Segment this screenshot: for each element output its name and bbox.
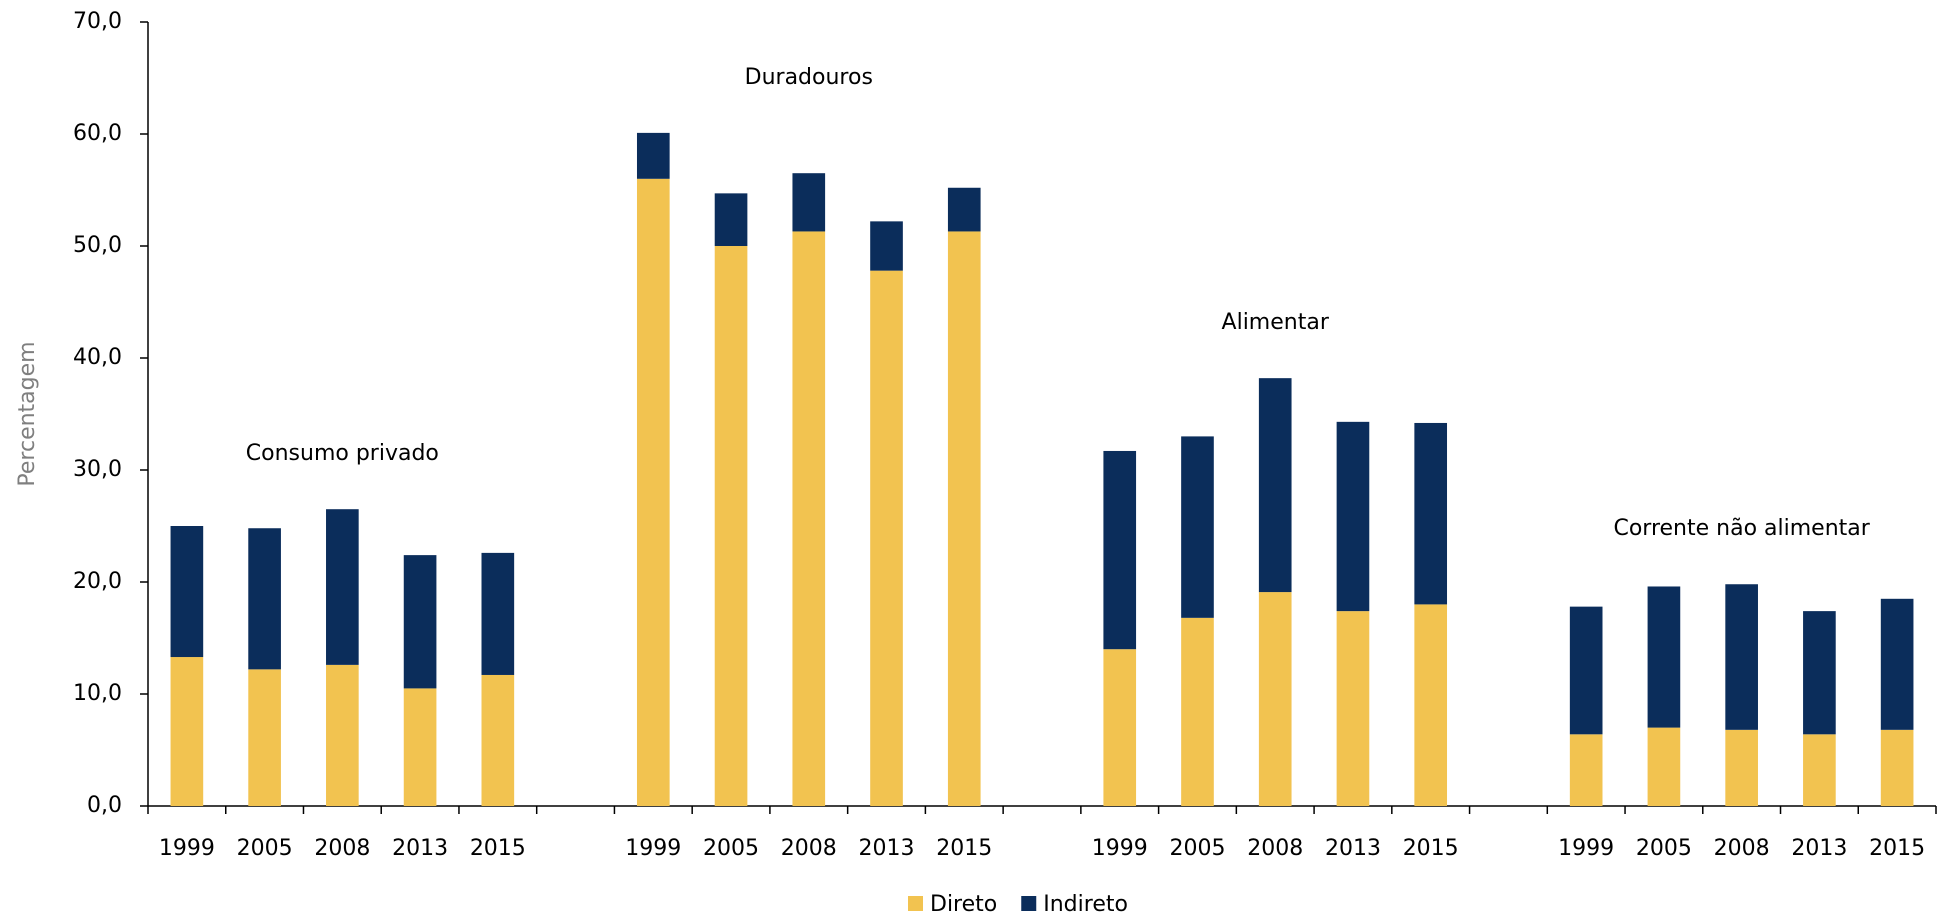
y-tick-label: 0,0 [87, 793, 122, 818]
legend-label: Indireto [1043, 892, 1128, 917]
x-tick-label: 2005 [1169, 836, 1225, 861]
group-label: Alimentar [1222, 310, 1330, 335]
group-label: Corrente não alimentar [1613, 516, 1870, 541]
x-tick-label: 2005 [1636, 836, 1692, 861]
bar-segment [1414, 422, 1448, 605]
bar-segment [170, 526, 204, 658]
bar-segment [170, 657, 204, 806]
bar-segment [1336, 611, 1370, 806]
bar-segment [870, 221, 903, 271]
x-tick-label: 2015 [470, 836, 526, 861]
bar-segment [1103, 450, 1137, 650]
x-tick-label: 1999 [1092, 836, 1148, 861]
bar-segment [1725, 584, 1758, 730]
x-tick-label: 2005 [703, 836, 759, 861]
bar-segment [1103, 649, 1137, 806]
x-tick-label: 2008 [1247, 836, 1303, 861]
y-tick-label: 50,0 [73, 233, 122, 258]
bar-segment [481, 674, 515, 806]
bar-segment [947, 231, 981, 806]
x-tick-label: 1999 [625, 836, 681, 861]
x-tick-label: 1999 [1558, 836, 1614, 861]
x-tick-label: 2015 [1403, 836, 1459, 861]
y-tick-label: 60,0 [73, 121, 122, 146]
x-tick-label: 1999 [159, 836, 215, 861]
legend-label: Direto [930, 892, 997, 917]
x-tick-label: 2005 [237, 836, 293, 861]
bar-segment [481, 552, 515, 675]
y-axis-label: Percentagem [15, 341, 40, 486]
bar-segment [1647, 727, 1681, 806]
bar-segment [1647, 586, 1681, 728]
bar-segment [1414, 604, 1448, 806]
bar-segment [870, 270, 903, 806]
bar-segment [1181, 617, 1214, 806]
bar-segment [1803, 734, 1836, 806]
bar-segment [636, 178, 670, 807]
x-tick-label: 2008 [1714, 836, 1770, 861]
y-tick-label: 20,0 [73, 569, 122, 594]
bar-segment [947, 187, 981, 232]
bar-segment [326, 509, 359, 665]
bar-segment [248, 528, 281, 670]
bar-segment [792, 231, 826, 806]
x-tick-label: 2013 [859, 836, 915, 861]
bar-segment [1880, 729, 1914, 806]
group-label: Consumo privado [246, 441, 439, 466]
legend-swatch [1021, 896, 1037, 911]
bar-segment [714, 246, 748, 806]
x-tick-label: 2015 [1869, 836, 1925, 861]
bar-segment [326, 664, 359, 806]
x-tick-label: 2013 [1791, 836, 1847, 861]
bar-segment [1258, 378, 1292, 593]
y-tick-label: 10,0 [73, 681, 122, 706]
bar-segment [1258, 592, 1292, 806]
x-tick-label: 2008 [314, 836, 370, 861]
bar-segment [1569, 734, 1603, 806]
bar-segment [1569, 606, 1603, 735]
bar-segment [248, 669, 281, 806]
bar-segment [403, 688, 437, 806]
y-tick-label: 40,0 [73, 345, 122, 370]
legend-swatch [908, 896, 923, 911]
x-tick-label: 2008 [781, 836, 837, 861]
bar-segment [403, 555, 437, 689]
group-label: Duradouros [745, 65, 873, 90]
bar-segment [714, 193, 748, 246]
bar-segment [1803, 611, 1836, 735]
y-tick-label: 70,0 [73, 9, 122, 34]
x-tick-label: 2013 [392, 836, 448, 861]
bar-segment [1725, 729, 1758, 806]
x-tick-label: 2015 [936, 836, 992, 861]
bar-segment [1336, 421, 1370, 612]
bar-segment [636, 132, 670, 179]
y-tick-label: 30,0 [73, 457, 122, 482]
x-tick-label: 2013 [1325, 836, 1381, 861]
bar-segment [792, 173, 826, 232]
bar-segment [1181, 436, 1214, 618]
bar-segment [1880, 598, 1914, 730]
